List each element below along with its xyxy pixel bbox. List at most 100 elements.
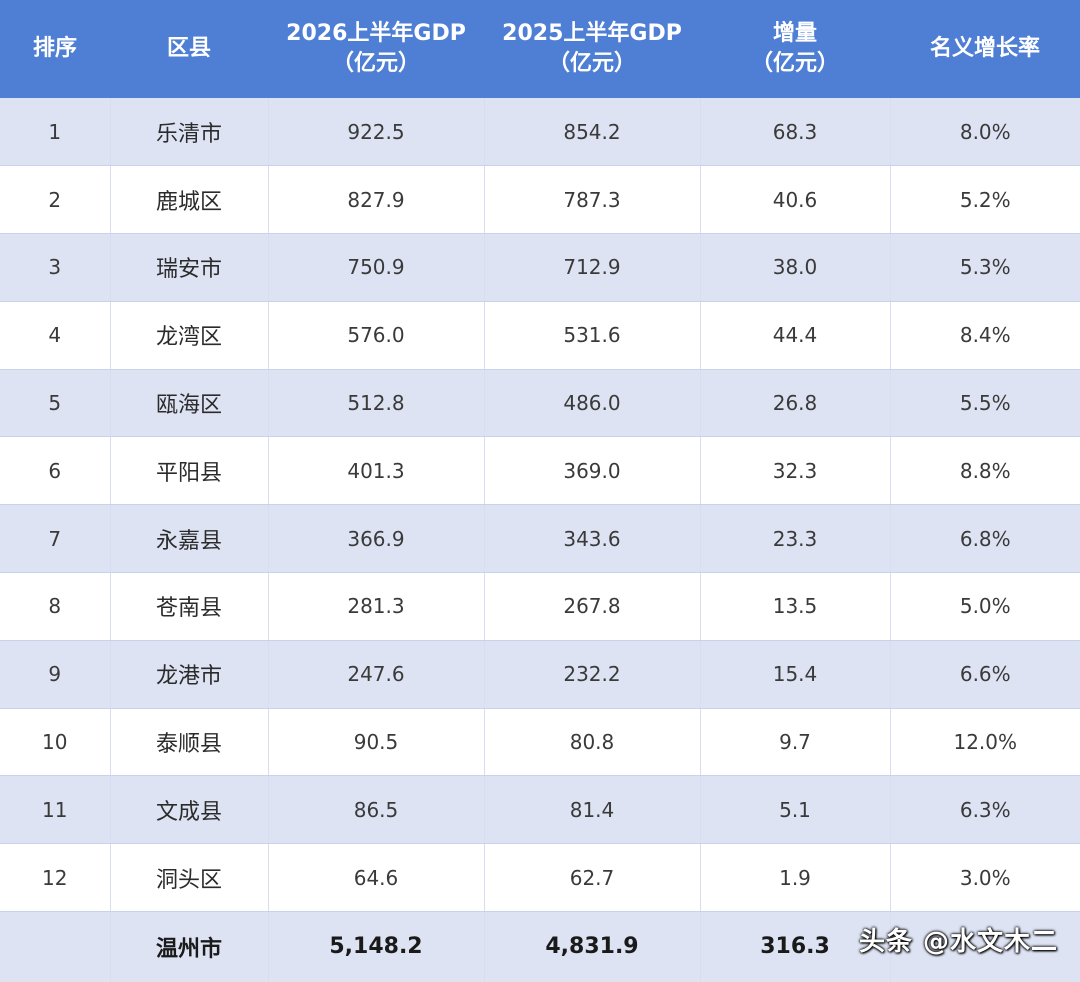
cell-rank: 2: [0, 165, 110, 235]
cell-growth-rate: 8.0%: [889, 98, 1080, 167]
cell-gdp-2026: 576.0: [267, 301, 484, 370]
cell-increase: 15.4: [699, 640, 890, 709]
table-row: 7 永嘉县 366.9 343.6 23.3 6.8%: [0, 504, 1080, 574]
table-body: 1 乐清市 922.5 854.2 68.3 8.0% 2 鹿城区 827.9 …: [0, 98, 1080, 982]
cell-increase: 32.3: [699, 436, 890, 506]
total-increase: 316.3: [699, 911, 890, 982]
cell-gdp-2025: 486.0: [483, 369, 700, 438]
cell-rank: 1: [0, 98, 110, 167]
cell-rank: 8: [0, 572, 110, 641]
cell-rank: 10: [0, 708, 110, 777]
cell-district: 瓯海区: [109, 369, 268, 438]
cell-district: 龙港市: [109, 640, 268, 709]
cell-district: 龙湾区: [109, 301, 268, 370]
cell-gdp-2026: 64.6: [267, 843, 484, 913]
cell-rank: 6: [0, 436, 110, 506]
cell-district: 平阳县: [109, 436, 268, 506]
cell-district: 鹿城区: [109, 165, 268, 235]
cell-gdp-2026: 827.9: [267, 165, 484, 235]
total-growth-rate: [889, 911, 1080, 982]
cell-increase: 40.6: [699, 165, 890, 235]
cell-growth-rate: 8.4%: [889, 301, 1080, 370]
watermark: 头条 @水文木二: [858, 927, 1058, 957]
cell-gdp-2025: 80.8: [483, 708, 700, 777]
cell-increase: 23.3: [699, 504, 890, 574]
cell-district: 文成县: [109, 775, 268, 845]
cell-increase: 1.9: [699, 843, 890, 913]
table-header: 排序 区县 2026上半年GDP （亿元） 2025上半年GDP （亿元） 增量…: [0, 0, 1080, 98]
table-row: 2 鹿城区 827.9 787.3 40.6 5.2%: [0, 165, 1080, 235]
cell-district: 瑞安市: [109, 233, 268, 302]
cell-growth-rate: 12.0%: [889, 708, 1080, 777]
header-rank: 排序: [32, 36, 77, 61]
cell-gdp-2025: 854.2: [483, 98, 700, 167]
cell-gdp-2026: 922.5: [267, 98, 484, 167]
cell-increase: 44.4: [699, 301, 890, 370]
table-row: 5 瓯海区 512.8 486.0 26.8 5.5%: [0, 369, 1080, 438]
table-row: 6 平阳县 401.3 369.0 32.3 8.8%: [0, 436, 1080, 506]
cell-gdp-2025: 62.7: [483, 843, 700, 913]
cell-gdp-2026: 401.3: [267, 436, 484, 506]
total-gdp-2026: 5,148.2: [267, 911, 484, 982]
table-row: 8 苍南县 281.3 267.8 13.5 5.0%: [0, 572, 1080, 641]
cell-rank: 12: [0, 843, 110, 913]
total-row: 温州市 5,148.2 4,831.9 316.3: [0, 911, 1080, 982]
cell-growth-rate: 6.3%: [889, 775, 1080, 845]
header-increase: 增量 （亿元）: [750, 21, 839, 76]
table-row: 4 龙湾区 576.0 531.6 44.4 8.4%: [0, 301, 1080, 370]
cell-increase: 9.7: [699, 708, 890, 777]
cell-district: 苍南县: [109, 572, 268, 641]
cell-rank: 4: [0, 301, 110, 370]
table-row: 9 龙港市 247.6 232.2 15.4 6.6%: [0, 640, 1080, 709]
cell-gdp-2025: 787.3: [483, 165, 700, 235]
cell-district: 永嘉县: [109, 504, 268, 574]
cell-district: 泰顺县: [109, 708, 268, 777]
cell-increase: 68.3: [699, 98, 890, 167]
header-gdp-2025: 2025上半年GDP （亿元）: [502, 21, 682, 76]
cell-gdp-2026: 750.9: [267, 233, 484, 302]
cell-district: 乐清市: [109, 98, 268, 167]
header-gdp-2026: 2026上半年GDP （亿元）: [286, 21, 466, 76]
cell-district: 洞头区: [109, 843, 268, 913]
cell-growth-rate: 5.2%: [889, 165, 1080, 235]
cell-rank: 9: [0, 640, 110, 709]
cell-increase: 13.5: [699, 572, 890, 641]
header-district: 区县: [166, 36, 211, 61]
cell-rank: 11: [0, 775, 110, 845]
cell-rank: 7: [0, 504, 110, 574]
cell-gdp-2025: 369.0: [483, 436, 700, 506]
cell-growth-rate: 6.8%: [889, 504, 1080, 574]
cell-gdp-2025: 712.9: [483, 233, 700, 302]
cell-growth-rate: 6.6%: [889, 640, 1080, 709]
cell-growth-rate: 5.3%: [889, 233, 1080, 302]
cell-gdp-2026: 366.9: [267, 504, 484, 574]
cell-gdp-2025: 531.6: [483, 301, 700, 370]
header-growth-rate: 名义增长率: [929, 36, 1040, 61]
cell-growth-rate: 8.8%: [889, 436, 1080, 506]
cell-gdp-2025: 343.6: [483, 504, 700, 574]
cell-gdp-2026: 281.3: [267, 572, 484, 641]
header-row: 排序 区县 2026上半年GDP （亿元） 2025上半年GDP （亿元） 增量…: [0, 0, 1080, 98]
cell-gdp-2026: 247.6: [267, 640, 484, 709]
table-row: 3 瑞安市 750.9 712.9 38.0 5.3%: [0, 233, 1080, 302]
cell-growth-rate: 5.5%: [889, 369, 1080, 438]
total-district: 温州市: [109, 911, 268, 982]
cell-gdp-2026: 86.5: [267, 775, 484, 845]
cell-gdp-2026: 512.8: [267, 369, 484, 438]
cell-rank: 5: [0, 369, 110, 438]
cell-rank: 3: [0, 233, 110, 302]
cell-gdp-2026: 90.5: [267, 708, 484, 777]
total-rank: [0, 912, 110, 982]
cell-growth-rate: 3.0%: [889, 843, 1080, 913]
cell-gdp-2025: 81.4: [483, 775, 700, 845]
cell-increase: 26.8: [699, 369, 890, 438]
table-row: 11 文成县 86.5 81.4 5.1 6.3%: [0, 775, 1080, 845]
cell-increase: 38.0: [699, 233, 890, 302]
cell-growth-rate: 5.0%: [889, 572, 1080, 641]
cell-gdp-2025: 232.2: [483, 640, 700, 709]
total-gdp-2025: 4,831.9: [483, 911, 700, 982]
cell-gdp-2025: 267.8: [483, 572, 700, 641]
table-row: 1 乐清市 922.5 854.2 68.3 8.0%: [0, 98, 1080, 167]
cell-increase: 5.1: [699, 775, 890, 845]
